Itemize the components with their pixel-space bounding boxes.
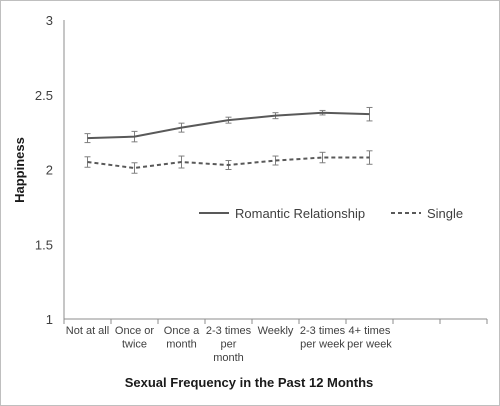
y-axis-title: Happiness <box>12 137 27 203</box>
legend-label: Romantic Relationship <box>235 206 365 221</box>
x-tick-label: 2-3 times per month <box>206 325 252 364</box>
axes <box>63 20 488 324</box>
y-tick-label: 1.5 <box>35 237 53 252</box>
x-tick-label: Not at all <box>66 325 109 337</box>
x-axis-title: Sexual Frequency in the Past 12 Months <box>125 375 374 390</box>
y-tick-label: 2.5 <box>35 88 53 103</box>
x-tick-label: Weekly <box>258 325 294 337</box>
y-tick-label: 2 <box>46 163 53 178</box>
x-tick-label: Once or twice <box>115 325 154 351</box>
y-tick-labels: 1 1.5 2 2.5 3 <box>35 13 53 327</box>
legend: Romantic Relationship Single <box>199 206 463 221</box>
series-line <box>87 156 370 170</box>
legend-label: Single <box>427 206 463 221</box>
series-group <box>84 106 373 174</box>
series-romantic-relationship <box>84 106 373 144</box>
y-tick-label: 3 <box>46 13 53 28</box>
x-tick-label: 2-3 times per week <box>300 325 346 351</box>
x-tick-label: 4+ times per week <box>347 325 392 351</box>
series-single <box>84 150 373 174</box>
y-tick-label: 1 <box>46 312 53 327</box>
series-line <box>87 111 370 140</box>
x-tick-label: Once a month <box>164 325 200 351</box>
